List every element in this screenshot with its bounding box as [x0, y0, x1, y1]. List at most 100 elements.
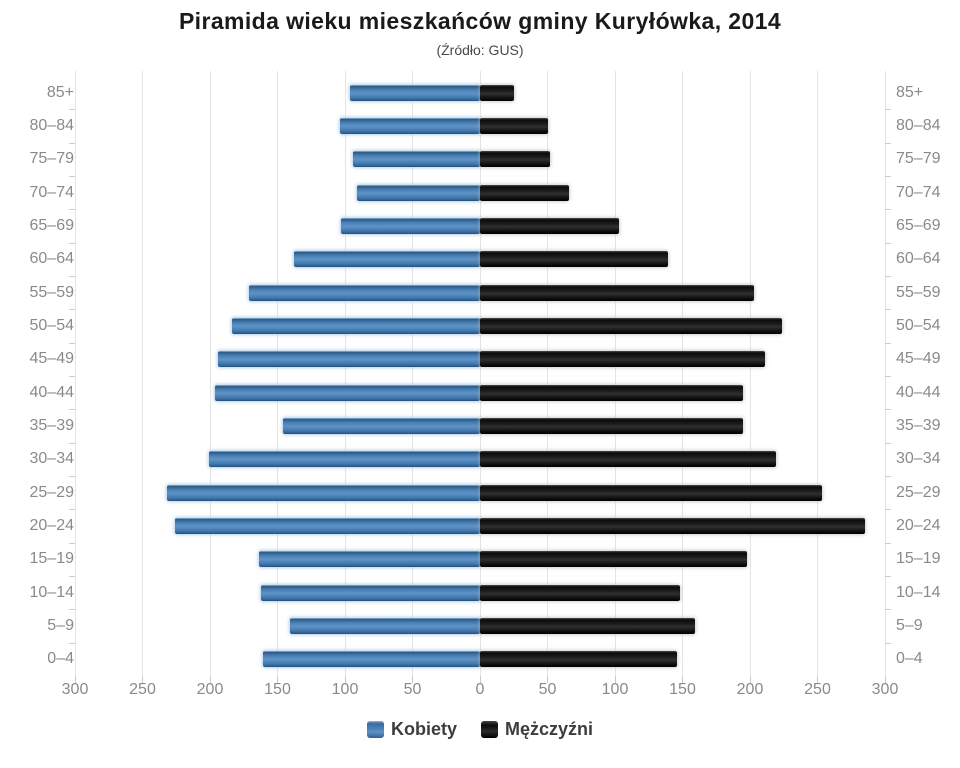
- male-bar[interactable]: [480, 651, 678, 668]
- female-bar[interactable]: [353, 151, 480, 168]
- x-axis-tick-label: 0: [475, 681, 485, 698]
- gridline: [412, 71, 413, 676]
- female-bar[interactable]: [218, 351, 480, 368]
- age-label-right: 55–59: [896, 283, 941, 301]
- male-bar[interactable]: [480, 351, 765, 368]
- y-axis-tick: [69, 109, 75, 111]
- y-axis-tick: [69, 276, 75, 277]
- gridline: [209, 71, 211, 676]
- age-label-right: 20–24: [896, 517, 941, 534]
- female-bar[interactable]: [261, 584, 480, 601]
- male-bar[interactable]: [480, 418, 744, 434]
- x-axis-tick: [142, 676, 143, 683]
- y-axis-tick: [69, 509, 75, 511]
- male-bar[interactable]: [480, 118, 548, 134]
- age-label-right: 5–9: [896, 617, 923, 634]
- female-bar[interactable]: [289, 618, 480, 634]
- x-axis-tick-label: 200: [196, 681, 224, 698]
- x-axis-tick: [682, 676, 683, 683]
- age-label-right: 25–29: [896, 483, 941, 501]
- female-bar[interactable]: [357, 184, 480, 201]
- y-axis-tick: [69, 542, 75, 544]
- gridline: [614, 71, 616, 676]
- y-axis-tick: [885, 476, 891, 477]
- chart-subtitle: (Źródło: GUS): [436, 42, 524, 58]
- age-label-right: 30–34: [896, 450, 941, 468]
- plot-area: [74, 71, 886, 683]
- gridline: [547, 71, 548, 676]
- x-axis-tick: [749, 676, 751, 683]
- gridline: [277, 71, 278, 676]
- male-bar[interactable]: [480, 184, 570, 201]
- age-label-left: 5–9: [47, 617, 74, 634]
- legend-swatch-male: [480, 721, 498, 738]
- age-label-left: 70–74: [29, 183, 75, 201]
- female-bar[interactable]: [174, 518, 480, 534]
- y-axis-tick: [69, 642, 75, 644]
- gridline: [344, 71, 346, 676]
- male-bar[interactable]: [480, 318, 783, 334]
- male-bar[interactable]: [480, 218, 620, 234]
- male-bar[interactable]: [480, 384, 744, 401]
- y-axis-tick: [885, 342, 891, 344]
- age-label-left: 60–64: [29, 250, 75, 268]
- female-bar[interactable]: [350, 84, 480, 101]
- female-bar[interactable]: [249, 284, 480, 301]
- male-bar[interactable]: [480, 84, 514, 101]
- female-bar[interactable]: [231, 318, 480, 334]
- female-bar[interactable]: [166, 484, 480, 501]
- x-axis-tick-label: 200: [736, 681, 764, 698]
- x-axis-tick-label: 250: [129, 681, 156, 698]
- male-bar[interactable]: [480, 618, 695, 634]
- age-label-left: 75–79: [29, 150, 75, 168]
- age-label-right: 15–19: [896, 550, 941, 568]
- female-bar[interactable]: [339, 118, 480, 134]
- x-axis-tick-label: 50: [538, 681, 557, 698]
- age-label-right: 65–69: [896, 217, 941, 234]
- age-label-left: 25–29: [29, 483, 75, 501]
- age-label-left: 80–84: [29, 117, 75, 134]
- male-bar[interactable]: [480, 551, 748, 568]
- legend-label-male: Mężczyźni: [504, 719, 594, 739]
- male-bar[interactable]: [480, 284, 755, 301]
- legend-label-female: Kobiety: [390, 719, 457, 739]
- age-label-left: 65–69: [29, 217, 75, 234]
- y-axis-tick: [69, 242, 75, 244]
- y-axis-tick: [885, 576, 891, 577]
- y-axis-tick: [885, 642, 891, 644]
- gridline: [682, 71, 683, 676]
- y-axis-tick: [885, 209, 891, 211]
- male-bar[interactable]: [480, 518, 865, 534]
- gridline: [74, 71, 76, 676]
- x-axis-tick: [277, 676, 278, 683]
- age-label-left: 35–39: [29, 417, 75, 434]
- gridline: [479, 71, 481, 676]
- female-bar[interactable]: [293, 251, 480, 268]
- male-bar[interactable]: [480, 151, 551, 168]
- age-label-right: 50–54: [896, 317, 941, 334]
- male-bar[interactable]: [480, 451, 776, 468]
- male-bar[interactable]: [480, 251, 668, 268]
- gridline: [749, 71, 751, 676]
- age-label-right: 75–79: [896, 150, 941, 168]
- male-bar[interactable]: [480, 584, 680, 601]
- age-label-right: 40–44: [896, 383, 941, 401]
- female-bar[interactable]: [258, 551, 480, 568]
- y-axis-tick: [69, 576, 75, 577]
- female-bar[interactable]: [282, 418, 480, 434]
- x-axis-tick: [344, 676, 346, 683]
- female-bar[interactable]: [208, 451, 480, 468]
- female-bar[interactable]: [340, 218, 480, 234]
- y-axis-tick: [69, 209, 75, 211]
- x-axis-tick-label: 150: [264, 681, 291, 698]
- legend-item-mezczyzni[interactable]: Mężczyźni: [480, 719, 594, 740]
- male-bar[interactable]: [480, 484, 822, 501]
- x-axis-tick-label: 300: [61, 681, 89, 698]
- x-axis-tick-label: 100: [601, 681, 629, 698]
- female-bar[interactable]: [215, 384, 480, 401]
- female-bar[interactable]: [262, 651, 480, 668]
- legend-item-kobiety[interactable]: Kobiety: [366, 719, 457, 740]
- age-label-right: 45–49: [896, 350, 941, 368]
- x-axis-tick: [817, 676, 818, 683]
